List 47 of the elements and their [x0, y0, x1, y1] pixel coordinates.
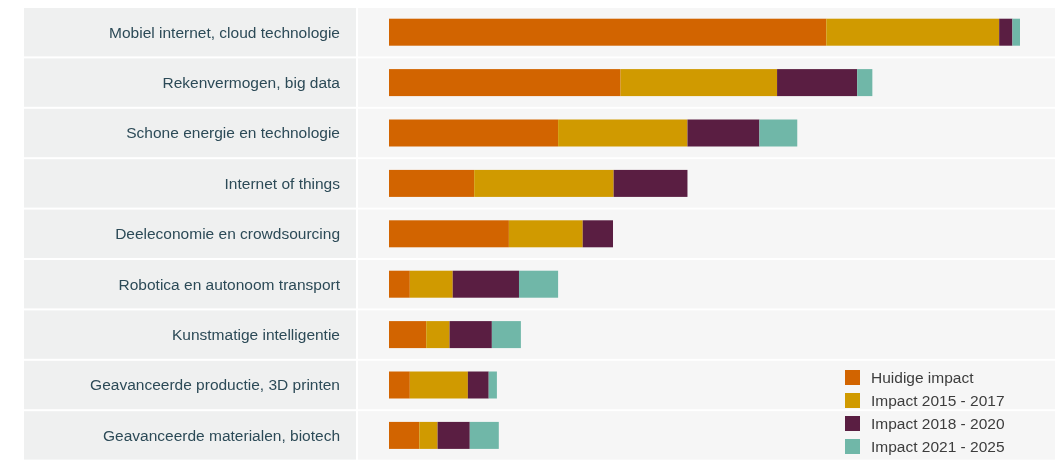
y-tick-label: Schone energie en technologie — [126, 124, 340, 142]
bar — [826, 18, 1000, 46]
bar — [759, 119, 798, 147]
bar — [508, 220, 583, 248]
bar — [687, 119, 760, 147]
bar — [389, 421, 420, 449]
legend-label: Impact 2015 - 2017 — [871, 392, 1005, 410]
bar — [518, 270, 559, 298]
bar — [582, 220, 614, 248]
legend-label: Impact 2018 - 2020 — [871, 415, 1005, 433]
y-tick-label: Geavanceerde productie, 3D printen — [90, 376, 340, 394]
legend-label: Impact 2021 - 2025 — [871, 438, 1005, 456]
bar — [409, 371, 468, 399]
bar — [409, 270, 453, 298]
bar — [437, 421, 470, 449]
y-tick-label: Kunstmatige intelligentie — [171, 326, 340, 344]
bar — [857, 69, 873, 97]
bar — [1012, 18, 1020, 46]
bar — [620, 69, 778, 97]
bar — [999, 18, 1013, 46]
y-tick-label: Rekenvermogen, big data — [162, 74, 341, 92]
bar — [491, 321, 521, 349]
bar — [419, 421, 438, 449]
legend-label: Huidige impact — [871, 369, 975, 387]
y-tick-label: Robotica en autonoom transport — [118, 275, 341, 293]
bar — [389, 69, 621, 97]
bar — [467, 371, 489, 399]
y-tick-label: Geavanceerde materialen, biotech — [103, 426, 340, 444]
y-tick-label: Deeleconomie en crowdsourcing — [115, 225, 340, 243]
bar — [558, 119, 688, 147]
y-tick-label: Internet of things — [224, 174, 341, 192]
bar — [426, 321, 450, 349]
bar — [469, 421, 499, 449]
bar — [449, 321, 492, 349]
bar — [452, 270, 519, 298]
bar — [389, 220, 509, 248]
bar — [389, 169, 475, 197]
bar — [389, 119, 559, 147]
bar — [389, 270, 410, 298]
y-tick-label: Mobiel internet, cloud technologie — [109, 23, 340, 41]
bar — [474, 169, 614, 197]
bar — [389, 371, 410, 399]
bar — [488, 371, 497, 399]
bar — [389, 321, 427, 349]
bar — [613, 169, 688, 197]
bar — [389, 18, 827, 46]
bar — [777, 69, 858, 97]
